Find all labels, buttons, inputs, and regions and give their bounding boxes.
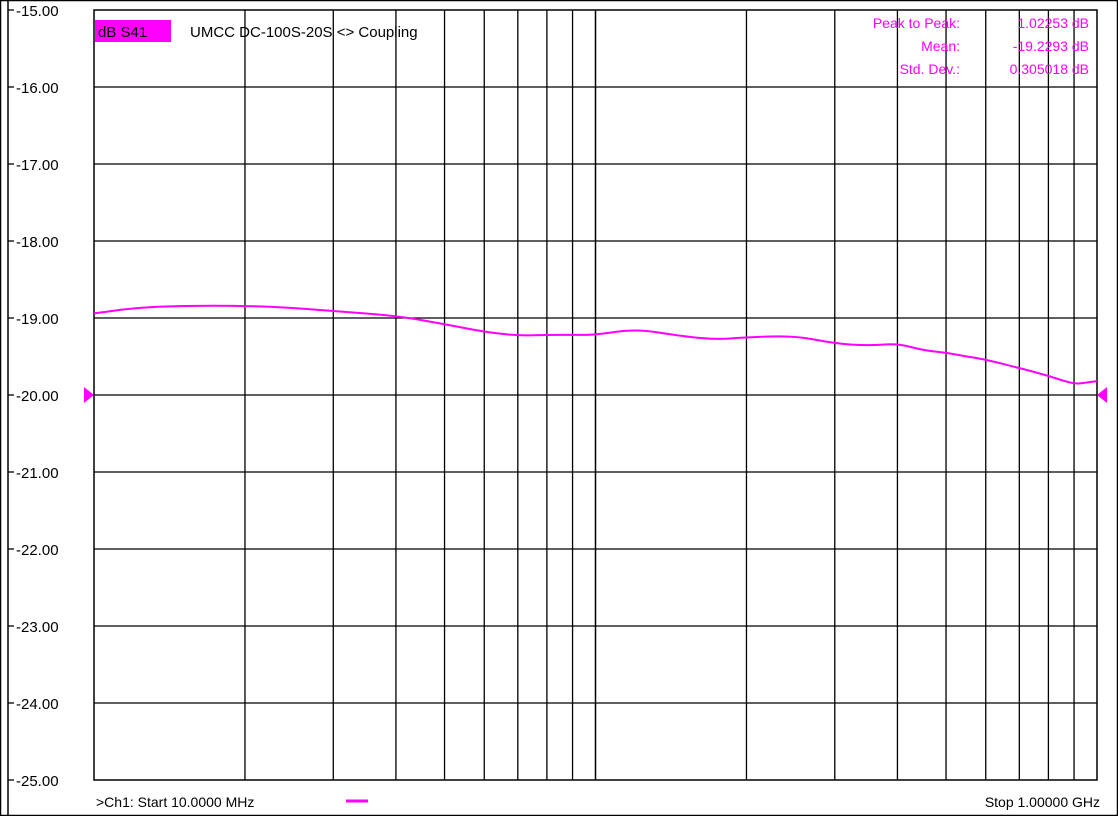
y-tick-label: -24.00 — [16, 696, 59, 713]
std-dev-label: Std. Dev.: — [900, 61, 960, 77]
peak-to-peak-label: Peak to Peak: — [873, 15, 960, 31]
y-tick-label: -18.00 — [16, 234, 59, 251]
stop-frequency-label: Stop 1.00000 GHz — [985, 794, 1100, 810]
y-tick-label: -15.00 — [16, 3, 59, 20]
y-axis-ticks: -15.00 -16.00 -17.00 -18.00 -19.00 -20.00 -21.… — [16, 3, 59, 790]
y-tick-label: -25.00 — [16, 773, 59, 790]
statistics-readout: Peak to Peak: 1.02253 dB Mean: -19.2293 … — [873, 15, 1089, 77]
y-tick-label: -17.00 — [16, 157, 59, 174]
y-tick-label: -21.00 — [16, 465, 59, 482]
reference-marker-left[interactable] — [84, 387, 94, 403]
start-frequency-label: >Ch1: Start 10.0000 MHz — [96, 794, 254, 810]
trace-label-highlight[interactable] — [95, 20, 171, 42]
std-dev-value: 0.305018 dB — [1010, 61, 1089, 77]
y-tick-label: -22.00 — [16, 542, 59, 559]
y-tick-label: -20.00 — [16, 388, 59, 405]
trace-line-s41 — [93, 304, 1098, 385]
chart-title: UMCC DC-100S-20S <> Coupling — [190, 24, 418, 41]
peak-to-peak-value: 1.02253 dB — [1017, 15, 1089, 31]
mean-label: Mean: — [921, 38, 960, 54]
y-tick-label: -23.00 — [16, 619, 59, 636]
trace-label[interactable]: dB S41 — [98, 24, 147, 41]
reference-marker-right[interactable] — [1097, 387, 1107, 403]
mean-value: -19.2293 dB — [1013, 38, 1089, 54]
plot-grid — [8, 9, 1098, 781]
y-tick-label: -16.00 — [16, 80, 59, 97]
y-tick-label: -19.00 — [16, 311, 59, 328]
